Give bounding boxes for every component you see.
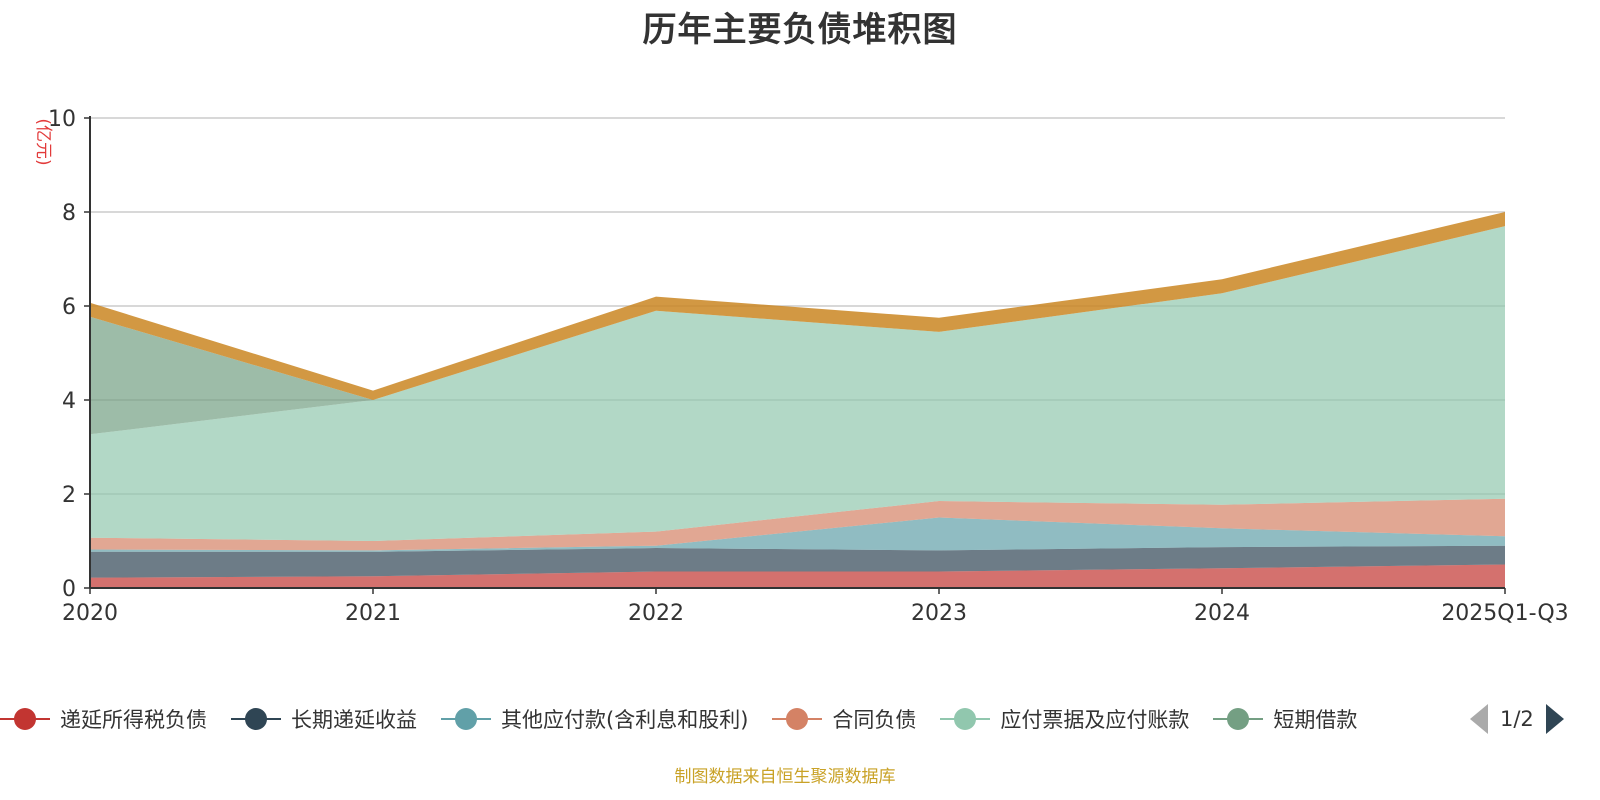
area-series-4 [90, 226, 1505, 541]
area-series-1 [90, 545, 1505, 578]
legend-item[interactable]: 递延所得税负债 [0, 704, 207, 734]
legend-marker-icon [1213, 705, 1264, 733]
legend-marker-icon [441, 705, 491, 733]
y-tick-label: 0 [62, 577, 76, 602]
y-tick-label: 6 [62, 295, 76, 320]
area-series-2 [90, 517, 1505, 552]
legend: 递延所得税负债 长期递延收益 其他应付款(含利息和股利) 合同负债 应付票据及应付账款 短… [0, 702, 1381, 736]
x-tick-label: 2025Q1-Q3 [1441, 601, 1568, 626]
legend-marker-icon [231, 705, 281, 733]
y-unit-label: (亿元) [33, 118, 53, 165]
area-series-0 [90, 564, 1505, 588]
legend-item[interactable]: 合同负债 [772, 704, 916, 734]
stacked-area-chart: 0 2 4 6 8 10 2020 2021 2022 2023 2024 2025Q1-Q3 (亿元) [33, 107, 1569, 626]
x-tick-label: 2020 [62, 601, 118, 626]
legend-label: 合同负债 [832, 708, 917, 732]
legend-item[interactable]: 其他应付款(含利息和股利) [441, 704, 748, 734]
legend-marker-icon [772, 705, 823, 733]
x-tick-label: 2021 [345, 601, 401, 626]
data-source-note: 制图数据来自恒生聚源数据库 [674, 767, 896, 787]
y-tick-label: 4 [62, 389, 76, 414]
legend-label: 长期递延收益 [291, 708, 417, 732]
y-tick-label: 8 [62, 201, 76, 226]
legend-next-page-icon[interactable] [1545, 704, 1564, 734]
legend-label: 应付票据及应付账款 [1000, 708, 1190, 732]
legend-label: 递延所得税负债 [60, 708, 207, 732]
legend-page-indicator: 1/2 [1500, 707, 1534, 731]
legend-marker-icon [940, 705, 991, 733]
chart-title: 历年主要负债堆积图 [642, 10, 958, 50]
x-tick-label: 2024 [1194, 601, 1250, 626]
x-tick-label: 2022 [628, 601, 684, 626]
legend-prev-page-icon[interactable] [1470, 704, 1488, 734]
legend-item[interactable]: 应付票据及应付账款 [940, 704, 1189, 734]
x-tick-label: 2023 [911, 601, 967, 626]
y-tick-label: 2 [62, 483, 76, 508]
legend-item[interactable]: 长期递延收益 [231, 704, 417, 734]
legend-label: 短期借款 [1273, 708, 1358, 732]
area-series-3 [90, 498, 1505, 551]
legend-marker-icon [0, 705, 50, 733]
area-series-5 [90, 226, 1505, 435]
y-tick-label: 10 [48, 107, 76, 132]
legend-label: 其他应付款(含利息和股利) [501, 708, 749, 732]
legend-pager: 1/2 [1470, 704, 1564, 734]
legend-item[interactable]: 短期借款 [1213, 704, 1357, 734]
